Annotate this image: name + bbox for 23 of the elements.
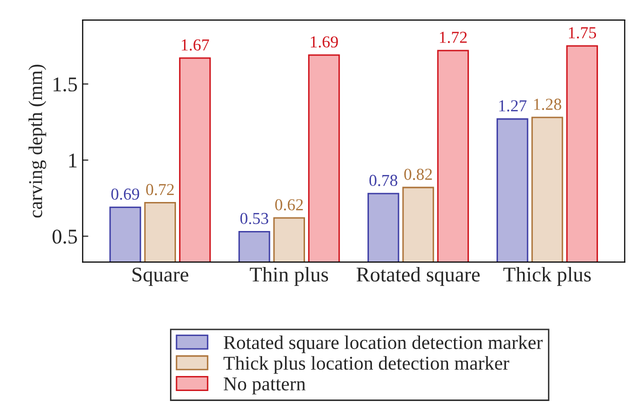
data-label: 0.53 — [240, 212, 268, 224]
data-label: 0.72 — [146, 184, 174, 196]
data-label: 0.69 — [111, 188, 140, 200]
y-axis-title: carving depth (mm) — [28, 64, 46, 218]
legend-label: No pattern — [224, 378, 306, 394]
legend-label: Rotated square location detection marker — [224, 335, 543, 354]
x-tick-label: Thick plus — [503, 266, 591, 286]
data-label: 1.27 — [499, 100, 527, 112]
y-tick-label: 1 — [69, 154, 77, 168]
data-label: 0.78 — [369, 174, 398, 186]
data-label: 1.75 — [568, 27, 596, 38]
data-label: 1.67 — [182, 39, 210, 51]
y-tick-label: 1.5 — [54, 77, 77, 92]
x-tick-label: Rotated square — [356, 266, 480, 286]
data-label: 0.82 — [404, 168, 432, 180]
data-label: 1.69 — [310, 36, 338, 48]
data-label: 1.72 — [440, 32, 467, 44]
y-tick-label: 0.5 — [52, 230, 77, 244]
data-label: 0.62 — [275, 199, 303, 210]
legend-label: Thick plus location detection marker — [224, 356, 510, 374]
data-label: 1.28 — [534, 98, 562, 110]
x-tick-label: Thin plus — [250, 266, 328, 286]
x-tick-label: Square — [132, 268, 188, 286]
